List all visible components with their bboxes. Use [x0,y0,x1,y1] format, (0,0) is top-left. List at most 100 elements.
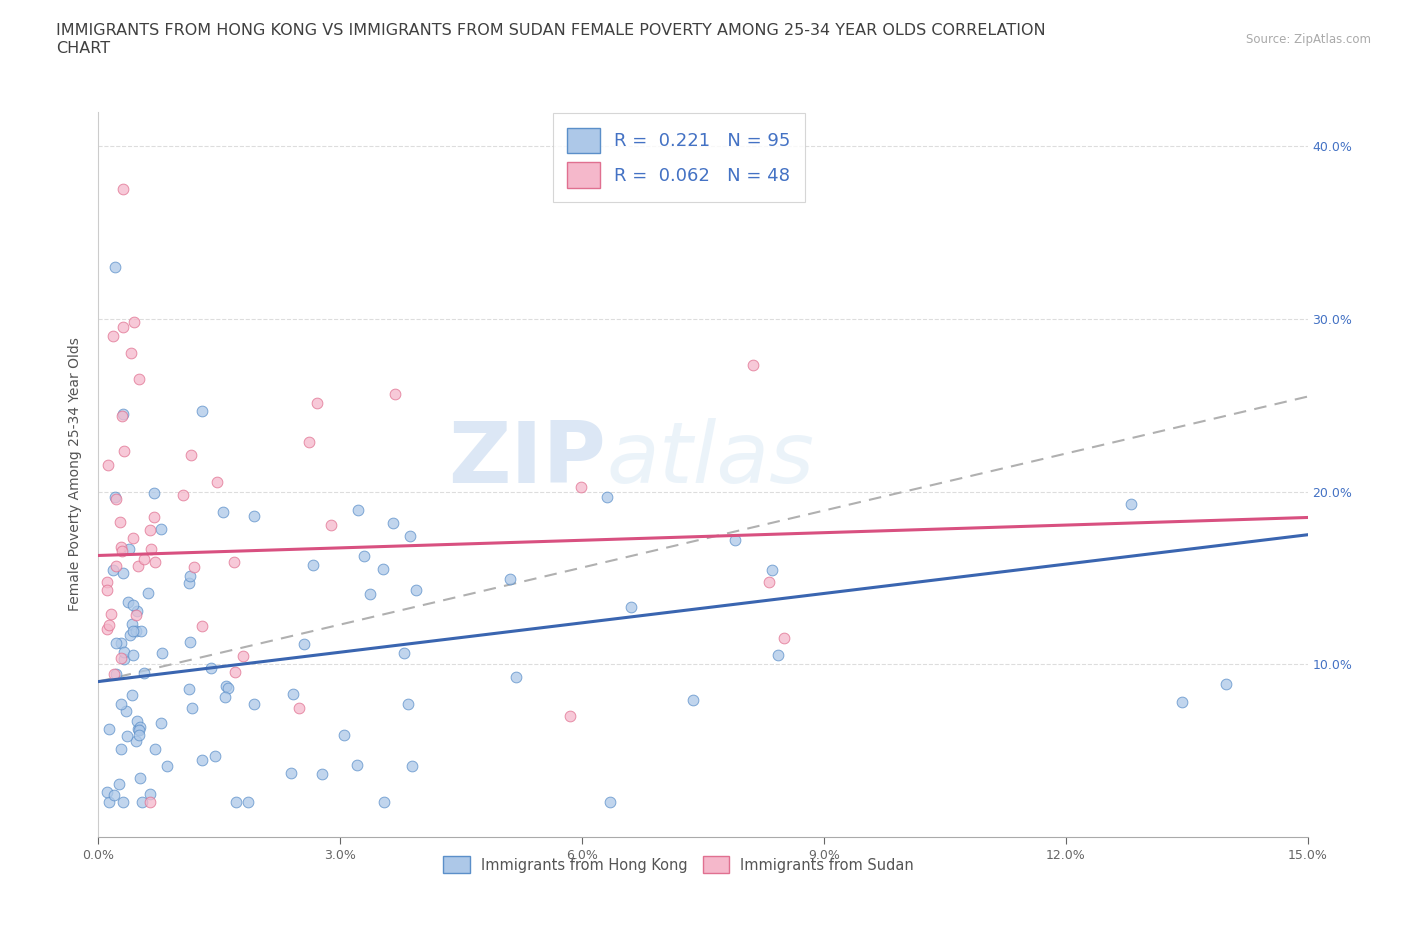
Point [742,358,765,373]
Point [143,555,166,570]
Point [191,404,214,418]
Point [143,510,166,525]
Point [177,682,200,697]
Point [111,406,134,421]
Point [346,757,368,772]
Point [139,787,162,802]
Point [103,667,125,682]
Point [96,785,118,800]
Point [118,627,141,642]
Point [232,648,254,663]
Point [298,434,321,449]
Point [120,346,142,361]
Point [283,686,305,701]
Point [620,600,643,615]
Point [214,689,236,704]
Point [225,795,247,810]
Point [121,617,143,631]
Point [97,618,120,632]
Point [121,687,143,702]
Point [129,720,152,735]
Point [242,697,264,711]
Point [758,575,780,590]
Point [103,788,125,803]
Point [125,733,148,748]
Point [105,558,128,573]
Point [772,631,794,645]
Point [125,624,148,639]
Point [183,560,205,575]
Point [110,697,132,711]
Point [134,551,156,566]
Point [139,541,162,556]
Point [215,679,238,694]
Point [122,598,145,613]
Point [1119,497,1142,512]
Point [103,563,125,578]
Point [1171,695,1194,710]
Point [117,595,139,610]
Point [302,558,325,573]
Point [558,708,581,723]
Point [115,704,138,719]
Point [134,665,156,680]
Point [177,576,200,591]
Point [371,562,394,577]
Point [103,259,125,274]
Point [204,749,226,764]
Point [105,636,128,651]
Point [399,528,422,543]
Point [122,314,145,329]
Point [682,692,704,707]
Point [143,486,166,501]
Point [599,795,621,810]
Point [179,635,201,650]
Point [224,665,246,680]
Point [128,770,150,785]
Point [110,539,132,554]
Point [761,563,783,578]
Point [498,571,520,586]
Point [111,795,134,810]
Point [242,509,264,524]
Point [392,645,415,660]
Point [97,721,120,736]
Point [569,480,592,495]
Point [111,544,134,559]
Point [359,587,381,602]
Point [723,533,745,548]
Point [100,607,122,622]
Point [222,554,245,569]
Point [149,521,172,536]
Point [131,795,153,810]
Point [110,635,132,650]
Point [110,651,132,666]
Point [111,565,134,580]
Point [112,644,135,659]
Point [111,320,134,335]
Point [595,490,617,505]
Point [125,604,148,618]
Point [107,777,129,791]
Point [505,670,527,684]
Point [128,723,150,737]
Point [384,386,406,401]
Point [401,759,423,774]
Point [104,490,127,505]
Point [172,487,194,502]
Point [321,518,343,533]
Point [311,767,333,782]
Point [112,444,135,458]
Point [96,583,118,598]
Point [129,623,152,638]
Point [143,741,166,756]
Point [353,549,375,564]
Point [1215,676,1237,691]
Point [179,568,201,583]
Point [111,182,134,197]
Point [292,636,315,651]
Point [127,722,149,737]
Point [333,727,356,742]
Point [96,574,118,589]
Point [104,492,127,507]
